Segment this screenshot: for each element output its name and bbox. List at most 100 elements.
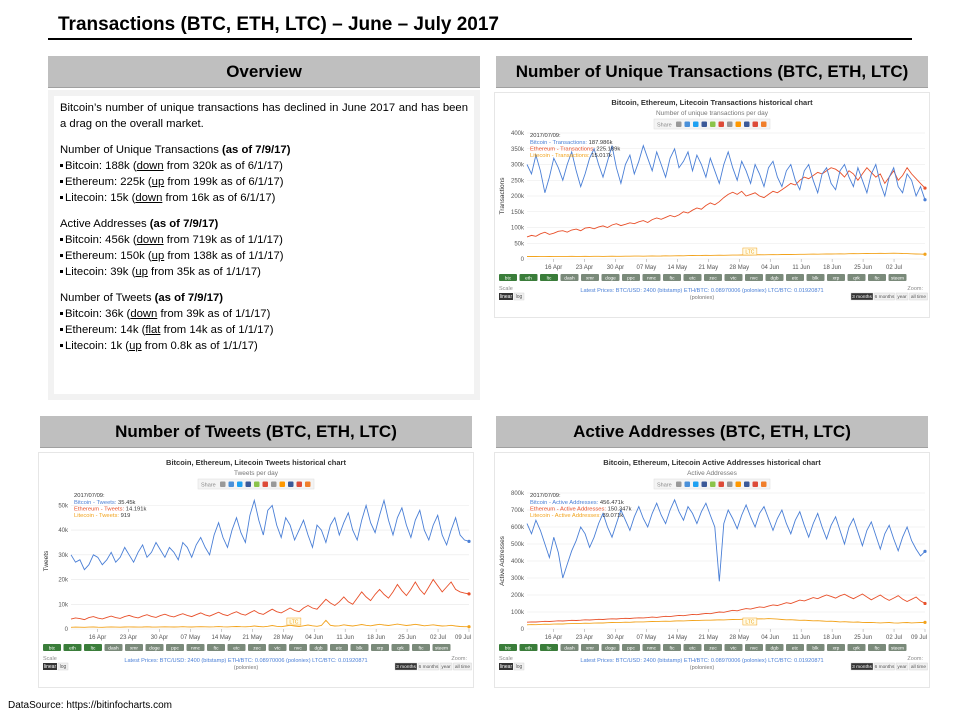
coin-button-zec[interactable] <box>704 644 722 651</box>
coin-button-blk[interactable] <box>806 644 825 651</box>
coin-button-dgb[interactable] <box>765 274 784 281</box>
coin-button-eth[interactable] <box>519 644 538 651</box>
coin-button-ftc[interactable] <box>207 644 225 651</box>
coin-button-ftc[interactable] <box>868 274 886 281</box>
coin-button-zec[interactable] <box>704 274 722 281</box>
coin-button-eth[interactable] <box>519 274 538 281</box>
zoom-button[interactable] <box>418 662 439 671</box>
zoom-button[interactable] <box>909 662 928 671</box>
coin-button-ftc[interactable] <box>663 274 681 281</box>
coin-button-ppc[interactable] <box>622 644 640 651</box>
share-icon[interactable] <box>220 481 226 488</box>
share-icon[interactable] <box>727 121 733 128</box>
zoom-button[interactable] <box>895 662 909 671</box>
share-icon[interactable] <box>693 121 699 128</box>
coin-button-dash[interactable] <box>104 644 123 651</box>
coin-button-xrp[interactable] <box>827 274 845 281</box>
coin-button-vtc[interactable] <box>724 644 743 651</box>
share-icon[interactable] <box>735 481 742 488</box>
zoom-button[interactable] <box>439 662 453 671</box>
share-icon[interactable] <box>710 121 716 128</box>
coin-button-doge[interactable] <box>145 644 164 651</box>
coin-button-btc[interactable] <box>43 644 61 651</box>
coin-button-xmr[interactable] <box>581 644 599 651</box>
scale-linear-button[interactable] <box>499 663 513 670</box>
coin-button-doge[interactable] <box>601 644 620 651</box>
scale-log-button[interactable] <box>57 662 69 671</box>
coin-button-ppc[interactable] <box>166 644 184 651</box>
share-icon[interactable] <box>676 121 682 128</box>
coin-button-nvc[interactable] <box>289 644 307 651</box>
coin-button-blk[interactable] <box>350 644 369 651</box>
coin-button-ltc[interactable] <box>540 644 558 651</box>
zoom-button[interactable] <box>850 662 874 671</box>
share-icon[interactable] <box>710 481 716 488</box>
share-icon[interactable] <box>684 121 691 128</box>
coin-button-nvc[interactable] <box>745 644 763 651</box>
zoom-button[interactable] <box>895 292 909 301</box>
coin-button-nmc[interactable] <box>186 644 205 651</box>
coin-button-ftc[interactable] <box>663 644 681 651</box>
coin-button-etc[interactable] <box>330 644 348 651</box>
coin-button-steem[interactable] <box>432 644 451 651</box>
coin-button-etc[interactable] <box>786 644 804 651</box>
coin-button-nmc[interactable] <box>642 644 661 651</box>
coin-button-etc[interactable] <box>227 644 246 651</box>
coin-button-xrp[interactable] <box>827 644 845 651</box>
share-icon[interactable] <box>693 481 699 488</box>
coin-button-qrk[interactable] <box>847 644 866 651</box>
coin-button-xmr[interactable] <box>581 274 599 281</box>
coin-button-ftc[interactable] <box>412 644 430 651</box>
coin-button-etc[interactable] <box>786 274 804 281</box>
coin-button-btc[interactable] <box>499 644 517 651</box>
zoom-button[interactable] <box>874 662 895 671</box>
share-icon[interactable] <box>262 481 269 488</box>
coin-button-doge[interactable] <box>601 274 620 281</box>
zoom-button[interactable] <box>394 662 418 671</box>
coin-button-steem[interactable] <box>888 644 907 651</box>
share-icon[interactable] <box>237 481 243 488</box>
share-icon[interactable] <box>718 481 725 488</box>
scale-linear-button[interactable] <box>499 293 513 300</box>
share-icon[interactable] <box>718 121 725 128</box>
scale-log-button[interactable] <box>513 292 525 301</box>
coin-button-etc[interactable] <box>683 274 702 281</box>
share-icon[interactable] <box>288 481 294 488</box>
coin-button-steem[interactable] <box>888 274 907 281</box>
share-icon[interactable] <box>684 481 691 488</box>
scale-linear-button[interactable] <box>43 663 57 670</box>
share-icon[interactable] <box>761 481 767 488</box>
coin-button-dgb[interactable] <box>309 644 328 651</box>
coin-button-nvc[interactable] <box>745 274 763 281</box>
share-icon[interactable] <box>752 121 759 128</box>
coin-button-btc[interactable] <box>499 274 517 281</box>
share-icon[interactable] <box>296 481 303 488</box>
share-icon[interactable] <box>744 481 750 488</box>
coin-button-dash[interactable] <box>560 644 579 651</box>
zoom-button[interactable] <box>850 292 874 301</box>
coin-button-eth[interactable] <box>63 644 82 651</box>
coin-button-vtc[interactable] <box>268 644 287 651</box>
share-icon[interactable] <box>228 481 235 488</box>
zoom-button[interactable] <box>874 292 895 301</box>
share-icon[interactable] <box>676 481 682 488</box>
share-icon[interactable] <box>735 121 742 128</box>
share-icon[interactable] <box>727 481 733 488</box>
coin-button-ltc[interactable] <box>84 644 102 651</box>
share-icon[interactable] <box>279 481 286 488</box>
coin-button-qrk[interactable] <box>847 274 866 281</box>
share-icon[interactable] <box>305 481 311 488</box>
share-icon[interactable] <box>254 481 260 488</box>
coin-button-ftc[interactable] <box>868 644 886 651</box>
coin-button-zec[interactable] <box>248 644 266 651</box>
scale-log-button[interactable] <box>513 662 525 671</box>
coin-button-xrp[interactable] <box>371 644 389 651</box>
zoom-button[interactable] <box>909 292 928 301</box>
share-icon[interactable] <box>752 481 759 488</box>
share-icon[interactable] <box>701 121 708 128</box>
share-icon[interactable] <box>761 121 767 128</box>
coin-button-ltc[interactable] <box>540 274 558 281</box>
coin-button-dash[interactable] <box>560 274 579 281</box>
zoom-button[interactable] <box>453 662 472 671</box>
coin-button-nmc[interactable] <box>642 274 661 281</box>
